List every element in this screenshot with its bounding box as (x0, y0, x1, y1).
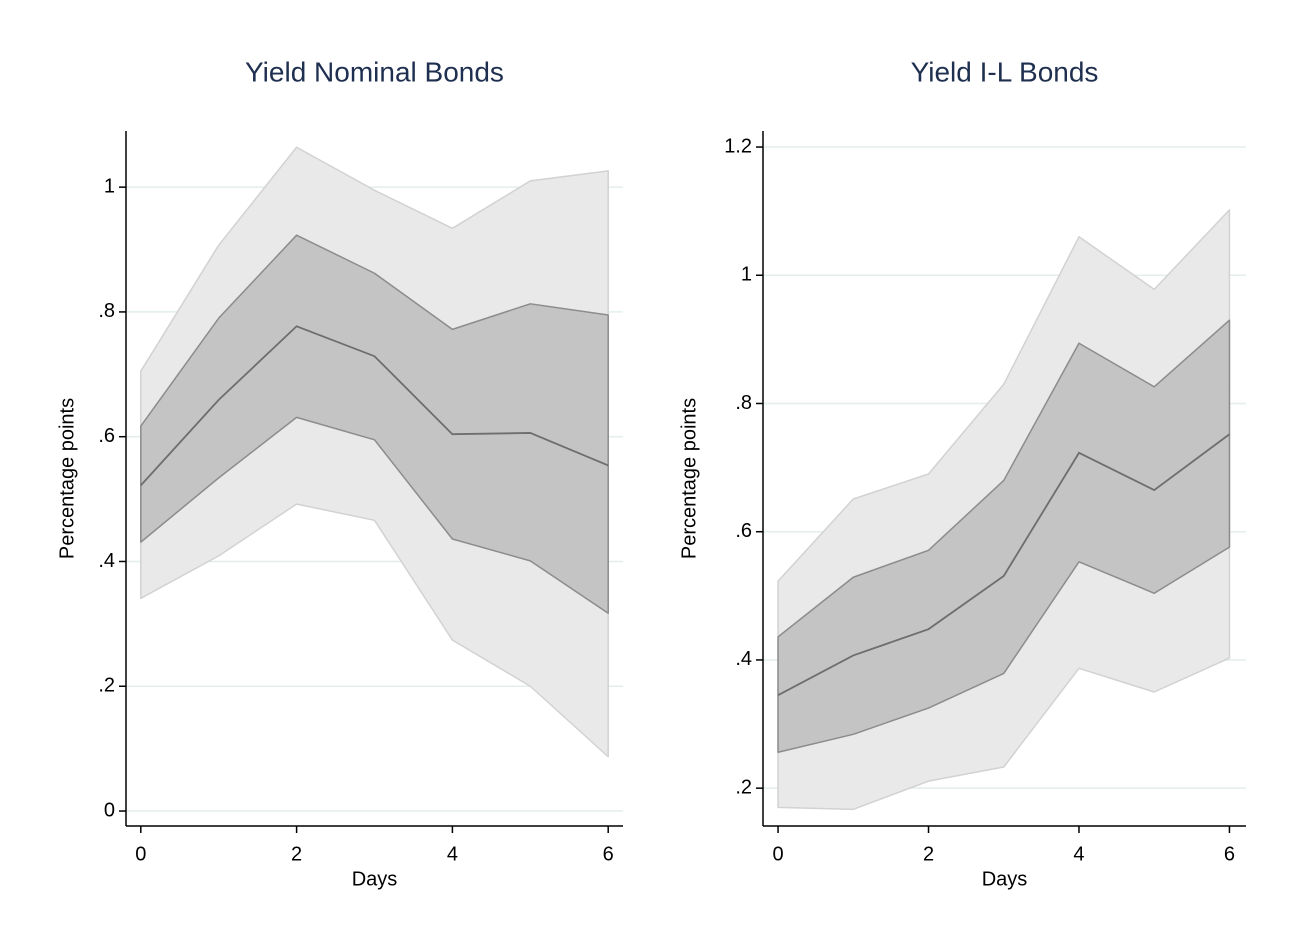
x-tick-label: 0 (772, 843, 783, 865)
line (140, 325, 609, 486)
x-axis-label: Days (352, 868, 398, 890)
x-tick-label: 6 (603, 843, 614, 865)
x-tick-label: 4 (447, 843, 458, 865)
x-tick-label: 2 (923, 843, 934, 865)
y-tick-label: .6 (98, 425, 115, 447)
x-axis-label: Days (982, 868, 1028, 890)
confidence-band (140, 234, 609, 615)
y-tick-label: .6 (735, 520, 752, 542)
line (777, 433, 1230, 697)
x-tick-label: 0 (135, 843, 146, 865)
chart-title: Yield Nominal Bonds (245, 56, 504, 87)
y-tick-label: .2 (735, 776, 752, 798)
y-tick-label: .4 (98, 550, 115, 572)
x-tick-label: 6 (1224, 843, 1235, 865)
y-tick-label: 0 (104, 799, 115, 821)
x-tick-label: 4 (1073, 843, 1084, 865)
y-tick-label: 1 (104, 175, 115, 197)
y-axis-label: Percentage points (56, 398, 78, 559)
y-tick-label: .8 (735, 392, 752, 414)
y-axis-label: Percentage points (678, 398, 700, 559)
chart-title: Yield I-L Bonds (911, 56, 1099, 87)
y-tick-label: .2 (98, 675, 115, 697)
confidence-band (777, 319, 1231, 754)
y-tick-label: 1.2 (724, 135, 752, 157)
y-tick-label: .4 (735, 648, 752, 670)
x-tick-label: 2 (291, 843, 302, 865)
y-tick-label: 1 (741, 264, 752, 286)
y-tick-label: .8 (98, 300, 115, 322)
